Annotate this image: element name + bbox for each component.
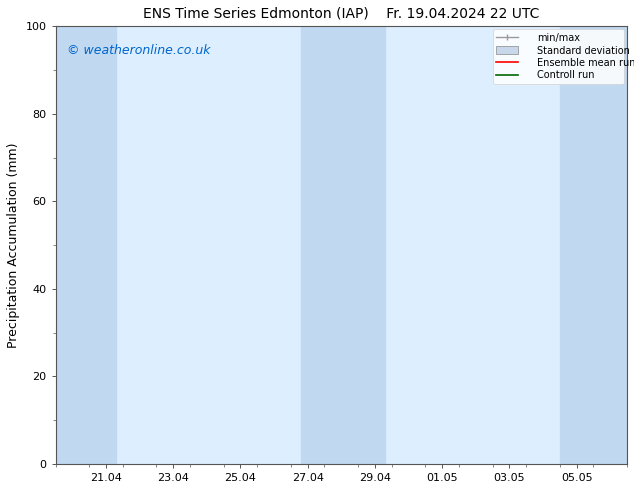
Title: ENS Time Series Edmonton (IAP)    Fr. 19.04.2024 22 UTC: ENS Time Series Edmonton (IAP) Fr. 19.04… (143, 7, 540, 21)
Y-axis label: Precipitation Accumulation (mm): Precipitation Accumulation (mm) (7, 143, 20, 348)
Bar (560, 26, 634, 464)
Text: © weatheronline.co.uk: © weatheronline.co.uk (67, 44, 210, 57)
Legend: min/max, Standard deviation, Ensemble mean run, Controll run: min/max, Standard deviation, Ensemble me… (493, 29, 624, 84)
Bar (39, 26, 116, 464)
Bar (301, 26, 385, 464)
